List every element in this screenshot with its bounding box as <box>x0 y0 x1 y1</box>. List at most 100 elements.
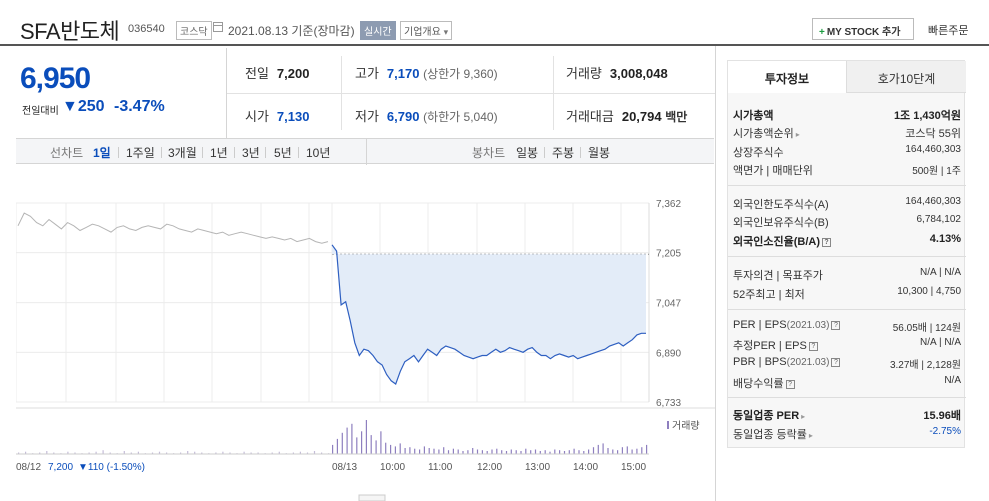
prev-day-date: 08/12 <box>16 462 41 473</box>
volume-bar <box>530 450 532 454</box>
y-tick-label: 6,890 <box>656 348 681 359</box>
volume-bar <box>187 451 189 454</box>
investment-info-panel: 투자정보 호가10단계 시가총액 1조 1,430억원 시가총액순위 ▸ 코스닥 … <box>727 60 966 448</box>
corp-info-dropdown[interactable]: 기업개요 ▾ <box>400 21 453 40</box>
volume-bar <box>607 448 609 454</box>
tab-order-book[interactable]: 호가10단계 <box>847 61 966 93</box>
base-date: 2021.08.13 기준(장마감) <box>228 24 355 38</box>
tab-5year[interactable]: 5년 <box>274 146 292 160</box>
help-icon[interactable]: ? <box>831 321 841 330</box>
stat-value: 7,130 <box>276 109 310 124</box>
volume-bar <box>356 437 358 454</box>
label-text: 외국인소진율(B/A) <box>733 236 820 248</box>
tab-1day[interactable]: 1일 <box>93 146 111 160</box>
row-industry-rate[interactable]: 동일업종 등락률 ▸ -2.75% <box>733 424 961 442</box>
value: 6,784,102 <box>916 214 962 225</box>
tab-1year[interactable]: 1년 <box>210 146 228 160</box>
tab-monthly[interactable]: 월봉 <box>588 146 611 160</box>
volume-bar <box>447 450 450 454</box>
divider <box>728 309 966 310</box>
stock-header: SFA반도체 036540 코스닥 2021.08.13 기준(장마감) 실시간… <box>0 0 989 46</box>
x-tick-label: 12:00 <box>477 462 502 473</box>
tab-1week[interactable]: 1주일 <box>126 146 155 160</box>
help-icon[interactable]: ? <box>785 380 795 389</box>
row-est-per: 추정PER | EPS? N/A | N/A <box>733 335 961 353</box>
volume-bar <box>341 432 343 454</box>
chevron-right-icon: ▸ <box>801 412 806 421</box>
tab-10year[interactable]: 10년 <box>306 146 331 160</box>
volume-bar <box>332 444 334 454</box>
volume-bar <box>409 447 411 454</box>
help-icon[interactable]: ? <box>831 358 841 367</box>
volume-bar <box>375 440 377 454</box>
row-opinion: 투자의견 | 목표주가 N/A | N/A <box>733 265 961 283</box>
volume-bar <box>549 451 551 454</box>
volume-bar <box>486 451 488 454</box>
volume-bar <box>346 427 348 454</box>
volume-bar <box>109 452 111 454</box>
volume-bar <box>67 451 69 454</box>
label-text: 배당수익률 <box>733 378 784 390</box>
volume-bar <box>229 452 231 454</box>
help-icon[interactable]: ? <box>822 238 831 247</box>
volume-bar <box>433 448 435 454</box>
quick-order-button[interactable]: 빠른주문 <box>928 25 969 37</box>
volume-bar <box>597 444 599 454</box>
tab-investment-info[interactable]: 투자정보 <box>728 61 847 93</box>
label-text: PER | EPS <box>733 319 787 331</box>
realtime-button[interactable]: 실시간 <box>360 21 396 40</box>
price-summary: 6,950 전일대비 ▼250 -3.47% <box>0 48 227 138</box>
label: 동일업종 PER ▸ <box>733 407 805 423</box>
label: 시가총액순위 ▸ <box>733 125 800 141</box>
volume-bar <box>563 451 566 454</box>
help-icon[interactable]: ? <box>808 342 818 351</box>
row-par-value: 액면가 | 매매단위 500원 | 1주 <box>733 160 961 178</box>
mystock-add-button[interactable]: + MY STOCK 추가 <box>812 18 914 40</box>
upper-limit: (상한가 9,360) <box>423 67 498 81</box>
volume-bar <box>390 444 392 454</box>
volume-label: 거래량 <box>672 420 700 432</box>
volume-bar <box>510 449 512 454</box>
divider <box>227 93 715 94</box>
volume-bar <box>414 448 416 454</box>
row-industry-per[interactable]: 동일업종 PER ▸ 15.96배 <box>733 405 961 423</box>
divider <box>728 185 966 186</box>
volume-bar <box>646 444 648 454</box>
volume-legend-swatch <box>667 421 669 429</box>
value: 4.13% <box>929 233 961 245</box>
tab-3month[interactable]: 3개월 <box>168 146 197 160</box>
volume-bar <box>370 435 372 454</box>
row-shares: 상장주식수 164,460,303 <box>733 142 961 160</box>
label: 추정PER | EPS? <box>733 337 818 353</box>
price-chart[interactable]: 7,362 7,205 7,047 6,890 6,733 거래량 08/12 7,200 ▼1… <box>16 165 715 501</box>
stat-unit: 백만 <box>665 110 688 124</box>
volume-bar <box>631 449 633 454</box>
label-text: 추정PER | EPS <box>733 340 807 352</box>
tab-daily[interactable]: 일봉 <box>516 146 539 160</box>
value: 10,300 | 4,750 <box>897 286 961 297</box>
tab-weekly[interactable]: 주봉 <box>552 146 575 160</box>
volume-bar <box>166 452 168 454</box>
mystock-label: MY STOCK 추가 <box>826 27 901 38</box>
volume-bar <box>636 448 638 454</box>
volume-bar <box>123 451 125 454</box>
price-area <box>332 244 646 384</box>
stat-value: 20,794 <box>621 109 662 124</box>
volume-bar <box>306 452 309 454</box>
x-tick-label: 13:00 <box>525 462 550 473</box>
label: 배당수익률? <box>733 375 795 391</box>
volume-bar <box>602 443 604 454</box>
volume-bar <box>568 450 570 454</box>
row-52week: 52주최고 | 최저 10,300 | 4,750 <box>733 284 961 302</box>
prev-day-line <box>17 212 329 244</box>
stat-label: 고가 <box>355 66 379 81</box>
plus-icon: + <box>819 27 825 38</box>
volume-bar <box>18 452 20 454</box>
volume-bar <box>501 450 503 454</box>
volume-bar <box>496 448 498 454</box>
volume-bar <box>336 438 338 454</box>
tab-3year[interactable]: 3년 <box>242 146 260 160</box>
divider <box>341 56 342 130</box>
label-text: 시가총액순위 <box>733 128 794 140</box>
row-market-cap-rank[interactable]: 시가총액순위 ▸ 코스닥 55위 <box>733 123 961 141</box>
